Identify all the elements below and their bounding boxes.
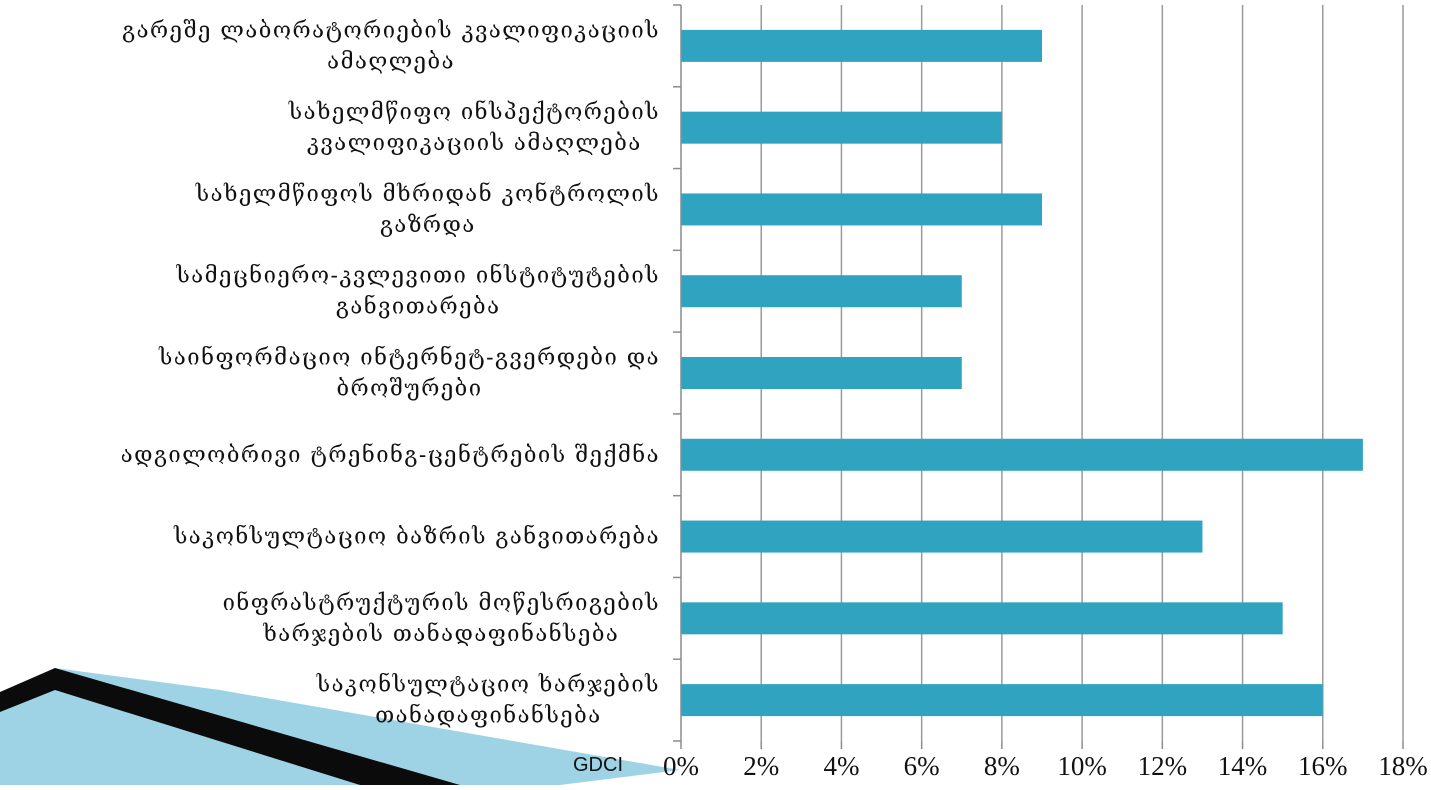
category-label: საკონსულტაციო ხარჯების თანადაფინანსება	[316, 672, 660, 729]
category-label-line: სახელმწიფოს მხრიდან კონტროლის	[195, 181, 660, 207]
category-label-line: გაზრდა	[380, 213, 476, 238]
tick-label: 2%	[743, 751, 779, 781]
tick-label: 4%	[823, 751, 859, 781]
category-label-line: გარეშე ლაბორატორიების კვალიფიკაციის	[122, 18, 660, 43]
category-label: გარეშე ლაბორატორიების კვალიფიკაციის ამაღლ…	[122, 18, 660, 74]
tick-label: 8%	[984, 751, 1020, 781]
corner-ribbon-decoration	[0, 668, 680, 785]
category-label-line: საკონსულტაციო ხარჯების	[316, 672, 660, 698]
bar	[681, 275, 962, 308]
value-axis	[673, 4, 1404, 749]
tick-labels: 0% 2% 4% 6% 8% 10% 12% 14% 16% 18%	[663, 751, 1428, 781]
category-label-line: საკონსულტაციო ბაზრის განვითარება	[173, 524, 660, 550]
bar	[681, 111, 1002, 144]
category-label: ინფრასტრუქტურის მოწესრიგების ხარჯების თან…	[223, 590, 660, 647]
category-label-line: ბროშურები	[336, 377, 482, 402]
category-label-line: თანადაფინანსება	[375, 703, 601, 729]
category-label: ადგილობრივი ტრენინგ-ცენტრების შექმნა	[121, 442, 660, 468]
category-label-line: ინფრასტრუქტურის მოწესრიგების	[223, 590, 660, 616]
bar	[681, 602, 1283, 635]
ribbon-dark-band	[0, 668, 460, 785]
category-label: სახელმწიფო ინსპექტორების კვალიფიკაციის ამ…	[288, 99, 660, 156]
category-labels: გარეშე ლაბორატორიების კვალიფიკაციის ამაღლ…	[121, 18, 660, 729]
category-label: სახელმწიფოს მხრიდან კონტროლის გაზრდა	[195, 181, 660, 238]
bars	[681, 29, 1363, 717]
category-label-line: ადგილობრივი ტრენინგ-ცენტრების შექმნა	[121, 442, 660, 468]
tick-label: 18%	[1378, 751, 1428, 781]
bar	[681, 29, 1042, 62]
ribbon-light-band	[0, 668, 680, 785]
category-label-line: ხარჯების თანადაფინანსება	[262, 621, 619, 647]
tick-label: 16%	[1298, 751, 1348, 781]
category-label-line: საინფორმაციო ინტერნეტ-გვერდები და	[158, 345, 660, 371]
category-label-line: კვალიფიკაციის ამაღლება	[307, 131, 642, 156]
bar	[681, 520, 1203, 553]
bar	[681, 193, 1042, 226]
category-label: საკონსულტაციო ბაზრის განვითარება	[173, 524, 660, 550]
tick-label: 6%	[904, 751, 940, 781]
category-label-line: განვითარება	[336, 294, 501, 320]
bar	[681, 357, 962, 389]
category-label-line: ამაღლება	[327, 49, 455, 74]
brand-label: GDCI	[573, 754, 623, 776]
category-label-line: სახელმწიფო ინსპექტორების	[288, 99, 660, 125]
tick-label: 12%	[1138, 751, 1188, 781]
tick-label: 0%	[663, 751, 699, 781]
category-label: საინფორმაციო ინტერნეტ-გვერდები და ბროშურე…	[158, 345, 660, 402]
category-label-line: სამეცნიერო-კვლევითი ინსტიტუტების	[175, 263, 660, 289]
bar	[681, 438, 1363, 471]
tick-label: 10%	[1057, 751, 1107, 781]
tick-label: 14%	[1218, 751, 1268, 781]
bar	[681, 684, 1323, 717]
category-label: სამეცნიერო-კვლევითი ინსტიტუტების განვითარ…	[175, 263, 660, 320]
